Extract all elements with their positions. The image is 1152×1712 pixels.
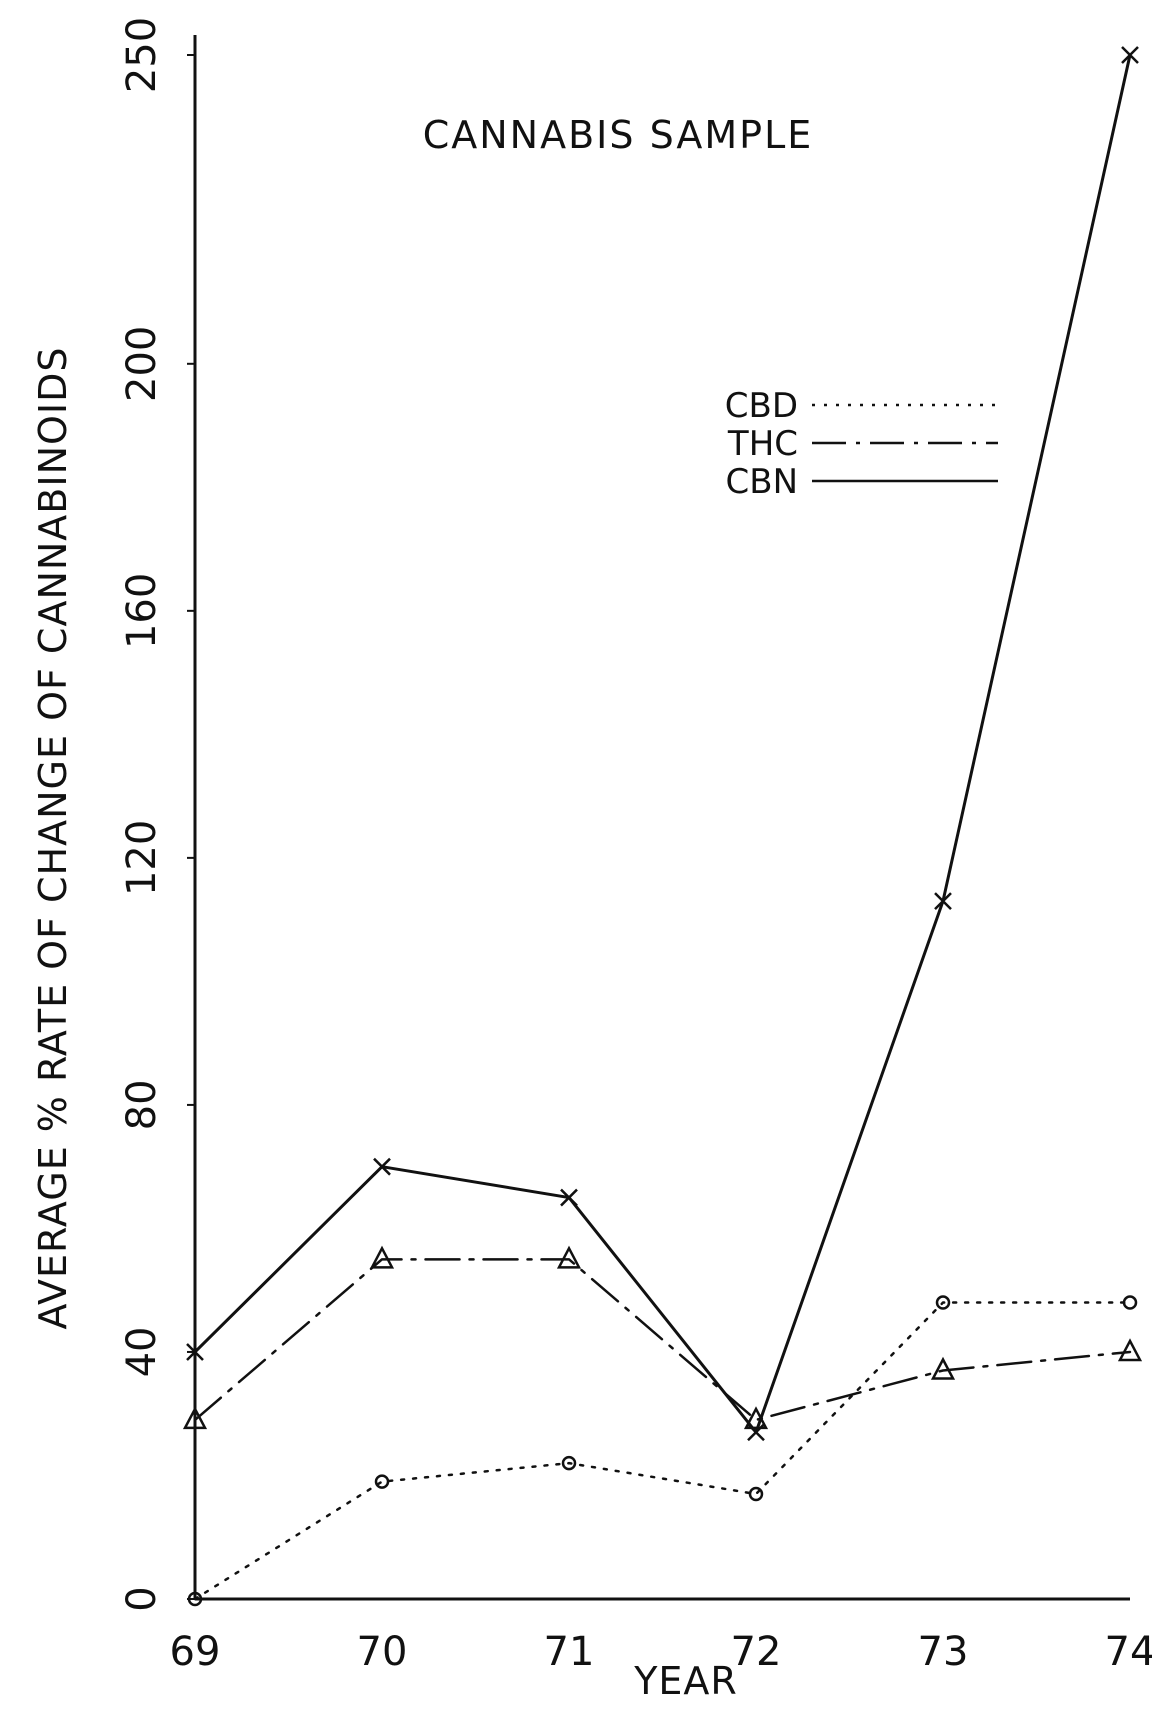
series-thc-marker bbox=[1117, 1338, 1143, 1362]
legend-thc-label: THC bbox=[727, 424, 798, 464]
series-thc-line bbox=[193, 1258, 1132, 1422]
series-cbd-marker bbox=[561, 1455, 577, 1471]
y-tick-label: 80 bbox=[119, 1079, 165, 1130]
y-tick-label: 40 bbox=[119, 1327, 165, 1378]
series-thc-marker bbox=[556, 1245, 582, 1269]
y-tick-label: 250 bbox=[119, 17, 165, 93]
legend-cbn-label: CBN bbox=[726, 462, 799, 502]
series-cbn-marker bbox=[560, 1188, 578, 1207]
series-cbn-marker bbox=[747, 1423, 765, 1442]
series-cbd-marker bbox=[935, 1295, 951, 1310]
series-cbd-marker bbox=[748, 1486, 764, 1502]
series-cbd-marker bbox=[1122, 1295, 1138, 1310]
x-tick-label: 71 bbox=[544, 1629, 595, 1675]
series-thc-marker bbox=[369, 1245, 395, 1269]
series-cbd-marker bbox=[374, 1474, 390, 1489]
x-axis-label: YEAR bbox=[633, 1659, 738, 1703]
x-tick-label: 73 bbox=[918, 1629, 969, 1675]
series-thc bbox=[182, 1245, 1143, 1430]
series-cbn-marker bbox=[373, 1157, 391, 1176]
series-thc-marker bbox=[930, 1356, 956, 1380]
y-tick-label: 200 bbox=[119, 326, 165, 402]
y-tick-label: 120 bbox=[119, 820, 165, 896]
y-tick-label: 160 bbox=[119, 573, 165, 649]
series-cbn bbox=[186, 46, 1139, 1442]
x-tick-labels: 69 70 71 72 73 74 bbox=[170, 1629, 1152, 1675]
series-cbd-line bbox=[193, 1301, 1132, 1601]
y-tick-label: 0 bbox=[119, 1586, 165, 1611]
series-cbd-marker bbox=[187, 1591, 203, 1607]
series-thc-marker bbox=[182, 1406, 208, 1430]
x-tick-label: 69 bbox=[170, 1629, 221, 1675]
chart-title: CANNABIS SAMPLE bbox=[423, 113, 814, 157]
series-cbn-line bbox=[193, 53, 1132, 1434]
series-layer bbox=[182, 46, 1143, 1607]
series-cbn-marker bbox=[186, 1343, 204, 1361]
x-tick-label: 70 bbox=[357, 1629, 408, 1675]
x-tick-label: 72 bbox=[731, 1629, 782, 1675]
legend-cbd-label: CBD bbox=[725, 386, 798, 426]
y-tick-labels: 0 40 80 120 160 200 250 bbox=[119, 17, 195, 1612]
x-tick-label: 74 bbox=[1105, 1629, 1152, 1675]
y-axis-label: AVERAGE % RATE OF CHANGE OF CANNABINOIDS bbox=[31, 346, 75, 1329]
series-cbn-marker bbox=[934, 892, 952, 910]
series-cbd bbox=[187, 1295, 1138, 1607]
series-cbn-marker bbox=[1121, 46, 1139, 64]
